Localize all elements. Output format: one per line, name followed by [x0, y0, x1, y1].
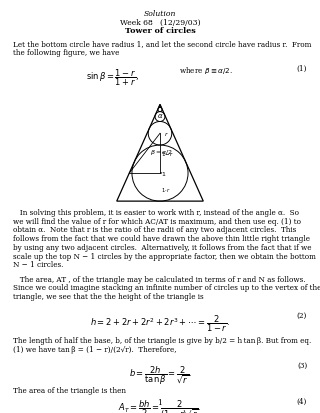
Text: (1) we have tan β = (1 − r)/(2√r).  Therefore,: (1) we have tan β = (1 − r)/(2√r). There… [13, 345, 176, 353]
Text: where $\beta \equiv \alpha/2$.: where $\beta \equiv \alpha/2$. [179, 65, 233, 76]
Text: $\beta = \alpha/2$: $\beta = \alpha/2$ [150, 148, 173, 157]
Text: (2): (2) [297, 311, 307, 319]
Text: (4): (4) [297, 396, 307, 404]
Text: triangle, we see that the the height of the triangle is: triangle, we see that the the height of … [13, 292, 204, 300]
Text: $b = \dfrac{2h}{\tan \beta} = \dfrac{2}{\sqrt{r}}.$: $b = \dfrac{2h}{\tan \beta} = \dfrac{2}{… [129, 363, 191, 386]
Text: The length of half the base, b, of the triangle is give by b/2 = h tan β. But fr: The length of half the base, b, of the t… [13, 337, 311, 344]
Text: we will find the value of r for which AC/AT is maximum, and then use eq. (1) to: we will find the value of r for which AC… [13, 217, 301, 225]
Text: (1): (1) [297, 65, 307, 73]
Text: Solution: Solution [144, 10, 176, 18]
Text: N − 1 circles.: N − 1 circles. [13, 261, 63, 268]
Text: Let the bottom circle have radius 1, and let the second circle have radius r.  F: Let the bottom circle have radius 1, and… [13, 40, 311, 48]
Text: by using any two adjacent circles.  Alternatively, it follows from the fact that: by using any two adjacent circles. Alter… [13, 243, 311, 251]
Text: Week 68   (12/29/03): Week 68 (12/29/03) [120, 19, 200, 26]
Text: 1: 1 [157, 398, 163, 406]
Text: In solving this problem, it is easier to work with r, instead of the angle α.  S: In solving this problem, it is easier to… [13, 209, 299, 216]
Text: $A_T = \dfrac{bh}{2} = \dfrac{2}{(1 - r)\sqrt{r}}.$: $A_T = \dfrac{bh}{2} = \dfrac{2}{(1 - r)… [118, 398, 202, 413]
Text: $h = 2 + 2r + 2r^2 + 2r^3 + \cdots = \dfrac{2}{1 - r}.$: $h = 2 + 2r + 2r^2 + 2r^3 + \cdots = \df… [90, 313, 230, 333]
Text: $\alpha$: $\alpha$ [157, 112, 163, 120]
Text: the following figure, we have: the following figure, we have [13, 49, 119, 57]
Text: obtain α.  Note that r is the ratio of the radii of any two adjacent circles.  T: obtain α. Note that r is the ratio of th… [13, 226, 296, 234]
Text: The area, AT , of the triangle may be calculated in terms of r and N as follows.: The area, AT , of the triangle may be ca… [13, 275, 305, 283]
Text: scale up the top N − 1 circles by the appropriate factor, then we obtain the bot: scale up the top N − 1 circles by the ap… [13, 252, 316, 260]
Text: $1\!-\!r$: $1\!-\!r$ [161, 150, 174, 158]
Text: $1\!\cdot\!r$: $1\!\cdot\!r$ [161, 185, 171, 193]
Text: Tower of circles: Tower of circles [124, 27, 196, 35]
Text: $\sin \beta = \dfrac{1 - r}{1 + r},$: $\sin \beta = \dfrac{1 - r}{1 + r},$ [85, 67, 139, 88]
Text: (3): (3) [297, 361, 307, 369]
Text: $1$: $1$ [161, 170, 167, 178]
Text: The area of the triangle is then: The area of the triangle is then [13, 386, 126, 394]
Text: Since we could imagine stacking an infinite number of circles up to the vertex o: Since we could imagine stacking an infin… [13, 284, 320, 292]
Text: follows from the fact that we could have drawn the above thin little right trian: follows from the fact that we could have… [13, 235, 310, 242]
Text: $r$: $r$ [164, 130, 168, 138]
